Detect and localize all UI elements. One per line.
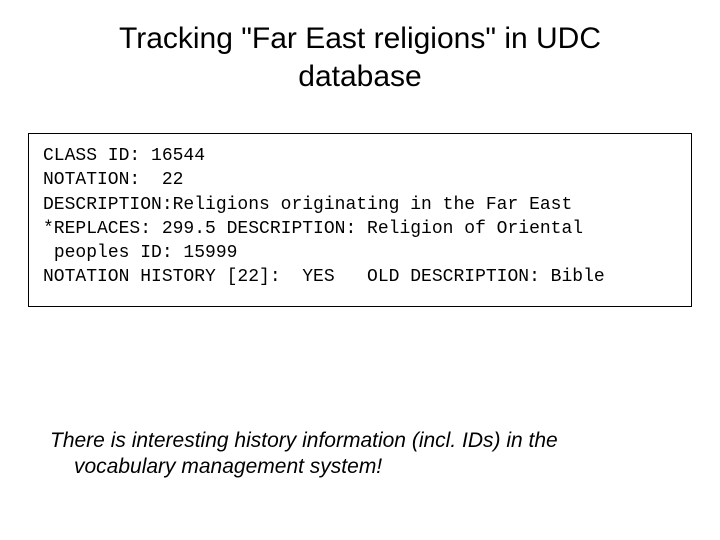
record-line-5: peoples ID: 15999 (43, 243, 237, 263)
note-line-2: vocabulary management system! (50, 454, 660, 480)
page-title: Tracking "Far East religions" in UDC dat… (0, 0, 720, 105)
record-line-4: *REPLACES: 299.5 DESCRIPTION: Religion o… (43, 219, 583, 239)
record-line-2: NOTATION: 22 (43, 170, 183, 190)
record-box: CLASS ID: 16544 NOTATION: 22 DESCRIPTION… (28, 133, 692, 307)
footer-note: There is interesting history information… (50, 428, 660, 481)
note-line-1: There is interesting history information… (50, 429, 558, 452)
record-line-6: NOTATION HISTORY [22]: YES OLD DESCRIPTI… (43, 267, 605, 287)
record-line-1: CLASS ID: 16544 (43, 146, 205, 166)
record-line-3: DESCRIPTION:Religions originating in the… (43, 195, 572, 215)
slide: Tracking "Far East religions" in UDC dat… (0, 0, 720, 540)
